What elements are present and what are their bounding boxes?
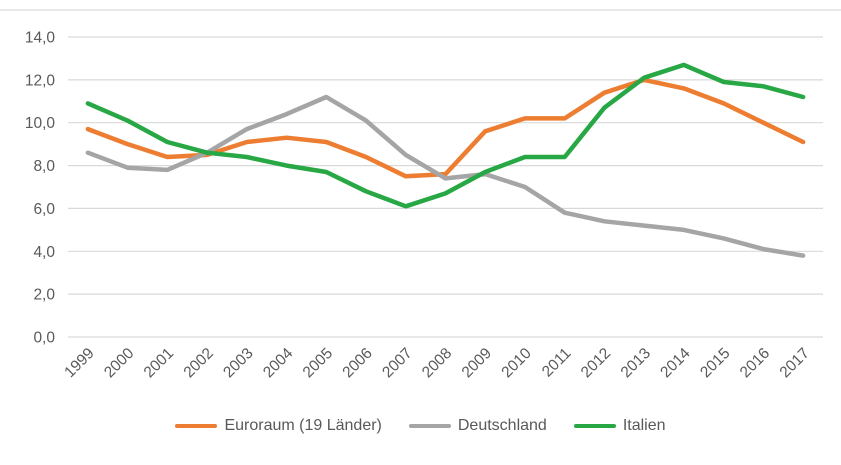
y-axis-tick-label: 0,0 xyxy=(33,330,55,347)
series-line-deutschland xyxy=(85,94,806,258)
y-axis-tick-label: 2,0 xyxy=(33,287,55,304)
x-axis-tick-label: 2008 xyxy=(419,345,455,381)
x-axis-tick-label: 2004 xyxy=(260,345,297,382)
x-axis-tick-label: 1999 xyxy=(61,345,97,381)
x-axis-tick-label: 2002 xyxy=(181,345,217,381)
x-axis-tick-label: 2015 xyxy=(697,345,733,381)
legend-swatch xyxy=(175,423,218,429)
x-axis-tick-label: 2016 xyxy=(737,345,773,381)
legend-label: Italien xyxy=(622,417,666,434)
x-axis-tick-label: 2010 xyxy=(498,345,535,382)
legend-item: Deutschland xyxy=(408,417,547,435)
x-axis-tick-label: 2009 xyxy=(459,345,495,381)
x-axis-tick-label: 2017 xyxy=(777,345,813,381)
x-axis-tick-label: 2000 xyxy=(101,345,138,382)
x-axis-tick-label: 2014 xyxy=(657,345,694,382)
legend-label: Deutschland xyxy=(457,417,547,434)
legend-item: Euroraum (19 Länder) xyxy=(175,417,382,435)
legend-swatch xyxy=(408,423,451,429)
x-axis-tick-label: 2001 xyxy=(141,345,177,381)
y-axis-tick-label: 12,0 xyxy=(25,72,56,89)
x-axis-tick-label: 2003 xyxy=(220,345,256,381)
series-line-euroraum-19-l-nder xyxy=(85,77,806,179)
y-axis-tick-label: 10,0 xyxy=(25,115,56,132)
x-axis-tick-label: 2006 xyxy=(339,345,375,381)
x-axis-tick-label: 2013 xyxy=(618,345,654,381)
y-axis-tick-label: 6,0 xyxy=(33,201,55,218)
legend-swatch xyxy=(573,423,616,429)
y-axis-tick-label: 8,0 xyxy=(33,158,55,175)
series-line-italien xyxy=(85,62,806,209)
y-axis-tick-label: 14,0 xyxy=(25,30,56,47)
x-axis-tick-label: 2007 xyxy=(379,345,415,381)
x-axis-tick-label: 2011 xyxy=(539,345,575,381)
legend-label: Euroraum (19 Länder) xyxy=(224,417,382,434)
x-axis-tick-label: 2012 xyxy=(578,345,614,381)
legend: Euroraum (19 Länder) Deutschland Italien xyxy=(0,417,841,435)
y-axis-tick-label: 4,0 xyxy=(33,244,55,261)
legend-item: Italien xyxy=(573,417,666,435)
x-axis-tick-label: 2005 xyxy=(300,345,336,381)
